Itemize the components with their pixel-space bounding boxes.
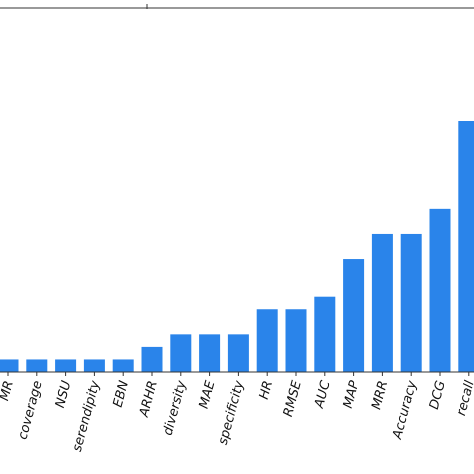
bar-recall: [458, 121, 474, 372]
bar-auc: [314, 296, 336, 372]
x-tick-label-serendipity: serendipity: [70, 379, 103, 454]
x-tick-label-mae: MAE: [197, 378, 219, 410]
bar-rmse: [285, 309, 307, 372]
x-ticks-group: [7, 372, 470, 376]
bar-mae: [199, 334, 221, 372]
x-tick-label-dcg: DCG: [427, 379, 449, 411]
bar-dcg: [429, 208, 451, 372]
x-tick-label-arhr: ARHR: [137, 379, 161, 419]
bar-arhr: [141, 346, 163, 372]
bar-accuracy: [400, 233, 422, 372]
x-tick-label-accuracy: Accuracy: [390, 379, 420, 442]
x-tick-label-diversity: diversity: [161, 379, 190, 437]
x-tick-label-recall: recall: [454, 379, 474, 418]
bar-mr: [0, 359, 19, 372]
bar-diversity: [170, 334, 192, 372]
x-tick-label-rmse: RMSE: [281, 378, 305, 418]
bar-nsu: [55, 359, 77, 372]
x-tick-label-hr: HR: [257, 379, 276, 401]
bar-serendipity: [83, 359, 105, 372]
bar-ebn: [112, 359, 134, 372]
bar-map: [343, 259, 365, 372]
x-tick-label-nsu: NSU: [53, 379, 75, 410]
x-tick-label-ebn: EBN: [111, 379, 133, 409]
x-tick-label-mr: MR: [0, 379, 17, 402]
bar-hr: [256, 309, 278, 372]
x-tick-label-specificity: specificity: [216, 379, 248, 447]
x-tick-label-map: MAP: [341, 379, 363, 410]
bar-specificity: [227, 334, 249, 372]
bar-coverage: [26, 359, 48, 372]
x-tick-label-mrr: MRR: [369, 379, 391, 411]
bars-group: [0, 121, 474, 372]
x-tick-label-coverage: coverage: [16, 379, 46, 441]
bar-mrr: [371, 233, 393, 372]
x-tick-label-auc: AUC: [312, 378, 334, 410]
